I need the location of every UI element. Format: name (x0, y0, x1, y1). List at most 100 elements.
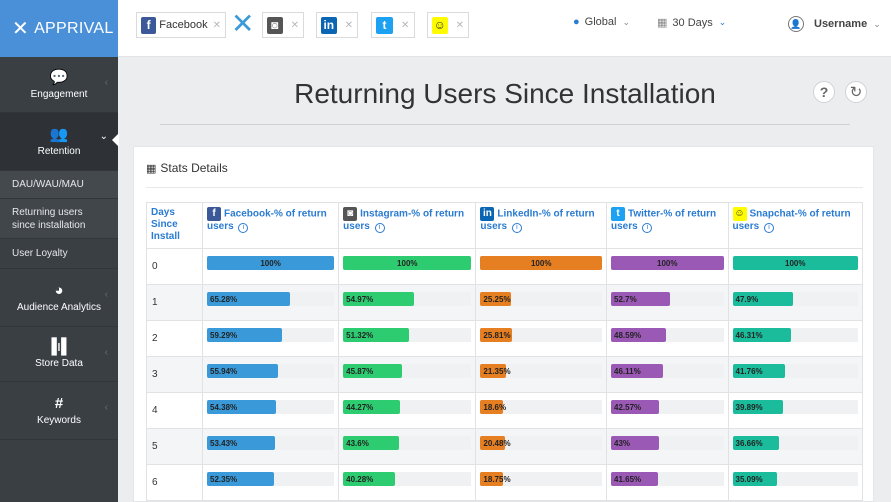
pie-chart-icon: ◕ (54, 281, 64, 299)
progress-track: 100% (732, 256, 858, 270)
sidebar-item-store-data[interactable]: ▐ı▌ Store Data ‹ (0, 327, 118, 382)
sidebar-item-label: Store Data (35, 358, 83, 369)
column-header-twitter[interactable]: t Twitter-% of return users i (606, 202, 729, 249)
close-icon[interactable]: ✕ (455, 19, 464, 31)
platform-filter-snapchat[interactable]: ☺ ✕ (427, 12, 469, 38)
submenu-item-dau-wau-mau[interactable]: DAU/WAU/MAU (0, 171, 118, 199)
facebook-icon: f (207, 207, 221, 221)
column-header-label: Facebook-% of return users (207, 208, 327, 232)
progress-bar: 52.7% (611, 292, 671, 306)
info-icon[interactable]: i (642, 223, 653, 233)
refresh-icon: ↻ (849, 84, 863, 101)
refresh-button[interactable]: ↻ (845, 81, 867, 103)
column-header-snapchat[interactable]: ☺ Snapchat-% of return users i (727, 202, 863, 249)
chevron-left-icon: ‹ (104, 402, 108, 413)
apprival-x-icon: ✕ (231, 8, 255, 39)
sidebar-item-audience-analytics[interactable]: ◕ Audience Analytics ‹ (0, 269, 118, 327)
page-title: Returning Users Since Installation (294, 78, 716, 109)
sidebar-item-retention[interactable]: 👥 Retention ⌄ (0, 113, 119, 171)
info-icon[interactable]: i (763, 223, 774, 233)
progress-bar: 55.94% (207, 364, 279, 378)
globe-icon: ● (573, 16, 580, 28)
progress-bar: 44.27% (343, 400, 400, 414)
cell-snapchat: 35.09% (727, 464, 863, 501)
close-icon[interactable]: ✕ (401, 19, 410, 31)
progress-track: 53.43% (207, 436, 335, 450)
submenu-item-user-loyalty[interactable]: User Loyalty (0, 239, 118, 269)
platform-filter-instagram[interactable]: ◙ ✕ (262, 12, 304, 38)
column-header-facebook[interactable]: f Facebook-% of return users i (201, 202, 340, 249)
progress-track: 100% (343, 256, 472, 270)
cell-instagram: 54.97% (338, 284, 477, 321)
info-icon[interactable]: i (511, 223, 522, 233)
stats-card-title: Stats Details (160, 161, 228, 175)
cell-facebook: 53.43% (201, 428, 340, 465)
progress-track: 45.87% (343, 364, 472, 378)
day-cell: 1 (146, 284, 203, 321)
column-header-label: LinkedIn-% of return users (480, 208, 595, 232)
info-icon[interactable]: i (374, 223, 385, 233)
close-icon[interactable]: ✕ (290, 19, 299, 31)
sidebar-item-keywords[interactable]: # Keywords ‹ (0, 382, 118, 440)
platform-filter-linkedin[interactable]: in ✕ (316, 12, 358, 38)
progress-bar: 100% (343, 256, 472, 270)
progress-bar: 100% (207, 256, 335, 270)
progress-track: 54.97% (343, 292, 472, 306)
bar-chart-icon: ▐ı▌ (46, 338, 72, 355)
hashtag-icon: # (54, 394, 64, 412)
cell-linkedin: 100% (475, 248, 607, 285)
progress-bar: 25.25% (480, 292, 512, 306)
period-dropdown[interactable]: ▦ 30 Days ⌄ (657, 16, 726, 30)
twitter-icon: t (376, 16, 393, 34)
submenu-item-returning-users[interactable]: Returning users since installation (0, 199, 118, 239)
table-row: 3 55.94% 45.87% 21.35% 46.11% 41.76% (146, 356, 863, 393)
progress-track: 25.81% (480, 328, 602, 342)
table-icon: ▦ (146, 162, 157, 175)
progress-track: 39.89% (732, 400, 858, 414)
progress-bar: 100% (732, 256, 858, 270)
progress-track: 55.94% (207, 364, 335, 378)
table-row: 4 54.38% 44.27% 18.6% 42.57% 39.89% (146, 392, 863, 429)
progress-track: 52.7% (611, 292, 724, 306)
period-value: 30 Days (672, 16, 713, 29)
help-button[interactable]: ? (813, 81, 835, 103)
column-header-label: Twitter-% of return users (611, 208, 717, 232)
progress-bar: 52.35% (207, 472, 274, 486)
card-divider (146, 187, 863, 188)
username: Username (814, 18, 868, 30)
region-value: Global (584, 16, 617, 28)
cell-linkedin: 25.25% (475, 284, 607, 321)
close-icon[interactable]: ✕ (344, 19, 353, 31)
progress-track: 51.32% (343, 328, 472, 342)
progress-bar: 42.57% (611, 400, 659, 414)
info-icon[interactable]: i (238, 223, 249, 233)
platform-filter-twitter[interactable]: t ✕ (371, 12, 415, 38)
progress-bar: 43% (611, 436, 660, 450)
progress-bar: 48.59% (611, 328, 666, 342)
cell-instagram: 44.27% (338, 392, 477, 429)
cell-twitter: 42.57% (606, 392, 729, 429)
cell-snapchat: 41.76% (727, 356, 863, 393)
cell-twitter: 48.59% (606, 320, 729, 357)
close-icon[interactable]: ✕ (212, 19, 221, 31)
chevron-left-icon: ‹ (104, 77, 108, 88)
sidebar-item-engagement[interactable]: 💬 Engagement ‹ (0, 57, 118, 113)
linkedin-icon: in (480, 207, 495, 221)
app-logo[interactable]: ✕ APPRIVAL (0, 0, 118, 57)
region-dropdown[interactable]: ● Global ⌄ (573, 16, 630, 28)
platform-filter-facebook[interactable]: f Facebook ✕ (136, 12, 226, 38)
progress-bar: 41.65% (611, 472, 658, 486)
progress-track: 21.35% (480, 364, 602, 378)
column-header-days[interactable]: Days Since Install (146, 202, 203, 249)
progress-track: 54.38% (207, 400, 335, 414)
progress-track: 46.11% (611, 364, 724, 378)
cell-snapchat: 100% (727, 248, 863, 285)
progress-bar: 46.31% (732, 328, 791, 342)
user-menu[interactable]: 👤 Username ⌄ (788, 16, 881, 32)
platform-filter-label: Facebook (159, 19, 208, 31)
column-header-instagram[interactable]: ◙ Instagram-% of return users i (338, 202, 477, 249)
linkedin-icon: in (321, 16, 337, 34)
column-header-linkedin[interactable]: in LinkedIn-% of return users i (475, 202, 607, 249)
cell-linkedin: 21.35% (475, 356, 607, 393)
progress-track: 18.6% (480, 400, 602, 414)
